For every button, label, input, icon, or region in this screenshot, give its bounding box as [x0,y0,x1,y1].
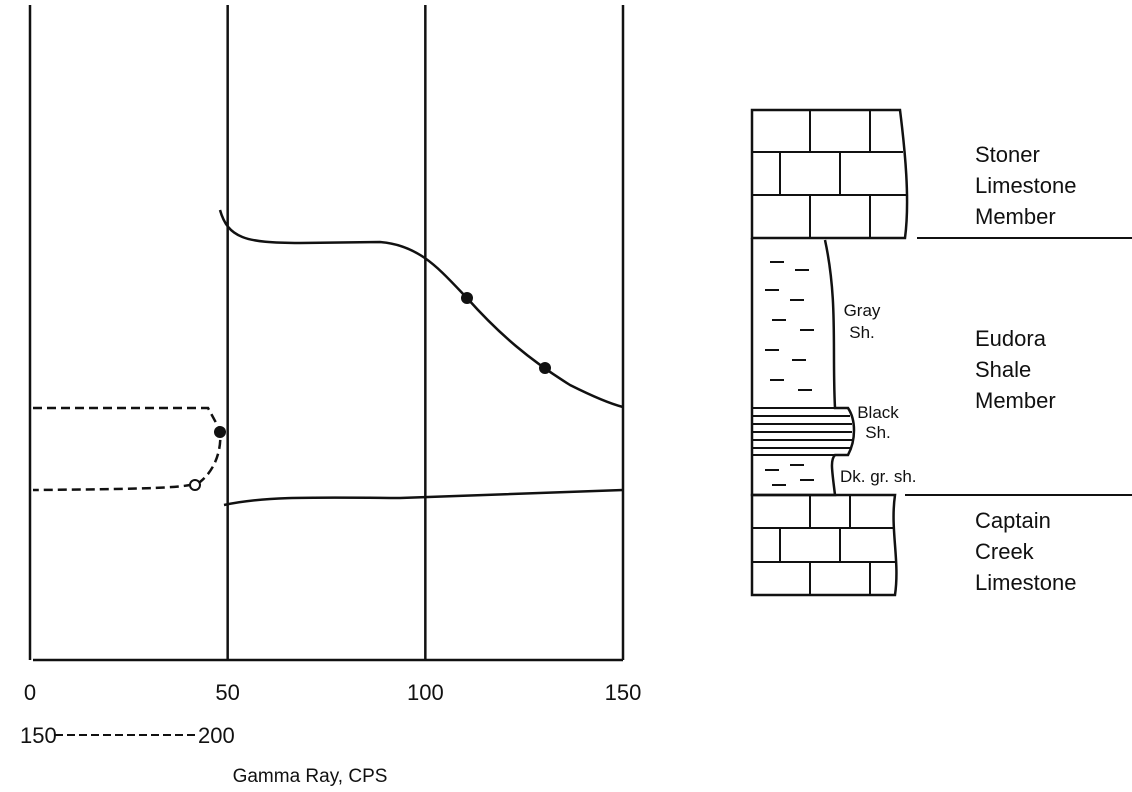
column-label: Sh. [849,323,875,342]
curve-point [539,362,551,374]
gamma-curve-lower [223,488,624,507]
axis-label: Gamma Ray, CPS [233,766,388,787]
column-label: Member [975,204,1056,229]
column-label: Shale [975,357,1031,382]
column-label: Limestone [975,570,1077,595]
column-label: Gray [844,301,881,320]
column-label: Eudora [975,326,1047,351]
column-label: Dk. gr. sh. [840,467,917,486]
column-label: Creek [975,539,1035,564]
overlay-scale-start: 150 [20,723,57,748]
x-tick-label: 100 [407,680,444,705]
column-label: Sh. [865,423,891,442]
x-tick-label: 0 [24,680,36,705]
column-label: Member [975,388,1056,413]
column-label: Limestone [975,173,1077,198]
x-tick-label: 150 [605,680,642,705]
gamma-curve-dashed [32,406,222,492]
overlay-scale-end: 200 [198,723,235,748]
x-tick-label: 50 [215,680,239,705]
column-label: Captain [975,508,1051,533]
curve-point [189,479,201,491]
gamma-curve-upper [218,209,624,409]
strat-column [750,108,1132,597]
column-label: Black [857,403,899,422]
column-label: Stoner [975,142,1040,167]
curve-point [214,426,226,438]
curve-point [461,292,473,304]
